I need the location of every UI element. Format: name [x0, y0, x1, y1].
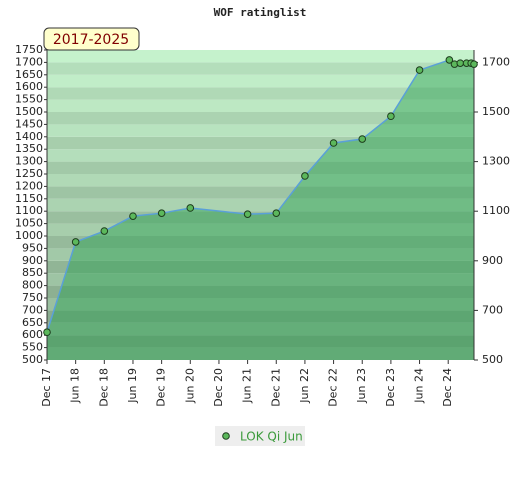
band: [47, 99, 474, 112]
band: [47, 273, 474, 286]
y-tick-label: 1050: [15, 217, 43, 230]
band: [47, 248, 474, 261]
point: [272, 209, 281, 217]
y-tick-label: 1600: [15, 80, 43, 93]
band: [47, 198, 474, 212]
band: [47, 112, 474, 125]
band: [47, 298, 474, 311]
band: [47, 322, 474, 336]
point: [100, 227, 109, 235]
y-tick-label: 900: [22, 254, 43, 267]
band: [47, 260, 474, 274]
point: [43, 328, 51, 337]
y2-tick-label: 500: [482, 353, 503, 366]
point: [445, 56, 454, 64]
band: [47, 161, 474, 174]
point: [157, 209, 166, 217]
y-tick-label: 1200: [15, 179, 43, 192]
y2-tick-label: 700: [482, 303, 503, 316]
y-tick-label: 1650: [15, 68, 43, 81]
point: [329, 139, 338, 147]
legend-marker: [222, 432, 230, 440]
band: [47, 74, 474, 88]
x-tick-label: Jun 21: [241, 368, 254, 404]
y2-tick-label: 1500: [482, 105, 510, 118]
x-tick-label: Jun 23: [355, 368, 368, 404]
band: [47, 124, 474, 137]
plot-area: [47, 50, 474, 361]
area: [47, 59, 474, 361]
y-tick-label: 1100: [15, 204, 43, 217]
x-tick-label: Dec 24: [441, 368, 454, 407]
band: [47, 347, 474, 360]
band: [47, 236, 474, 249]
y-tick-label: 1150: [15, 192, 43, 205]
annotation: 2017-2025: [53, 32, 129, 48]
x-tick-label: Dec 22: [327, 368, 340, 407]
x-tick-label: Jun 18: [69, 368, 82, 404]
y-tick-label: 950: [22, 241, 43, 254]
point: [415, 66, 424, 74]
point: [243, 210, 252, 218]
x-tick-label: Dec 18: [97, 368, 110, 407]
y-tick-label: 700: [22, 303, 43, 316]
y-tick-label: 650: [22, 316, 43, 329]
y-tick-label: 1400: [15, 130, 43, 143]
legend-label: LOK Qi Jun: [240, 430, 303, 444]
x-tick-label: Jun 20: [183, 368, 196, 404]
x-tick-label: Dec 19: [155, 368, 168, 407]
y2-tick-label: 900: [482, 254, 503, 267]
band: [47, 310, 474, 323]
x-tick-label: Dec 20: [212, 368, 225, 407]
x-tick-label: Jun 19: [126, 368, 139, 404]
point: [387, 112, 395, 121]
y2-tick-label: 1100: [482, 204, 510, 217]
band: [47, 149, 474, 162]
y-tick-label: 1700: [15, 55, 43, 68]
x-tick-label: Dec 23: [384, 368, 397, 407]
legend-box: [215, 426, 305, 446]
chart-title: WOF ratinglist: [214, 6, 307, 19]
x-tick-label: Jun 22: [298, 368, 311, 404]
point: [470, 60, 478, 68]
y2-tick-label: 1700: [482, 55, 510, 68]
y-tick-label: 1500: [15, 105, 43, 118]
point: [301, 172, 309, 180]
band: [47, 223, 474, 236]
y-tick-label: 550: [22, 341, 43, 354]
y-tick-label: 1550: [15, 93, 43, 106]
y-tick-label: 1350: [15, 142, 43, 155]
point: [129, 212, 137, 220]
band: [47, 174, 474, 187]
y-tick-label: 800: [22, 279, 43, 292]
band: [47, 62, 474, 75]
y-tick-label: 750: [22, 291, 43, 304]
band: [47, 335, 474, 348]
y-tick-label: 1750: [15, 43, 43, 56]
band: [47, 285, 474, 298]
point: [186, 204, 195, 212]
annotation-box: [43, 27, 140, 51]
point: [456, 59, 465, 67]
y-tick-label: 1300: [15, 155, 43, 168]
x-tick-label: Dec 21: [269, 368, 282, 407]
band: [47, 186, 474, 199]
x-tick-label: Jun 24: [413, 368, 426, 404]
y-tick-label: 1000: [15, 229, 43, 242]
x-tick-label: Dec 17: [40, 368, 53, 407]
y-tick-label: 1250: [15, 167, 43, 180]
y-tick-label: 500: [22, 353, 43, 366]
band: [47, 50, 474, 63]
band: [47, 87, 474, 100]
point: [358, 135, 367, 143]
y-tick-label: 600: [22, 328, 43, 341]
band: [47, 136, 474, 150]
y-tick-label: 850: [22, 266, 43, 279]
point: [71, 238, 80, 246]
y2-tick-label: 1300: [482, 155, 510, 168]
y-tick-label: 1450: [15, 117, 43, 130]
